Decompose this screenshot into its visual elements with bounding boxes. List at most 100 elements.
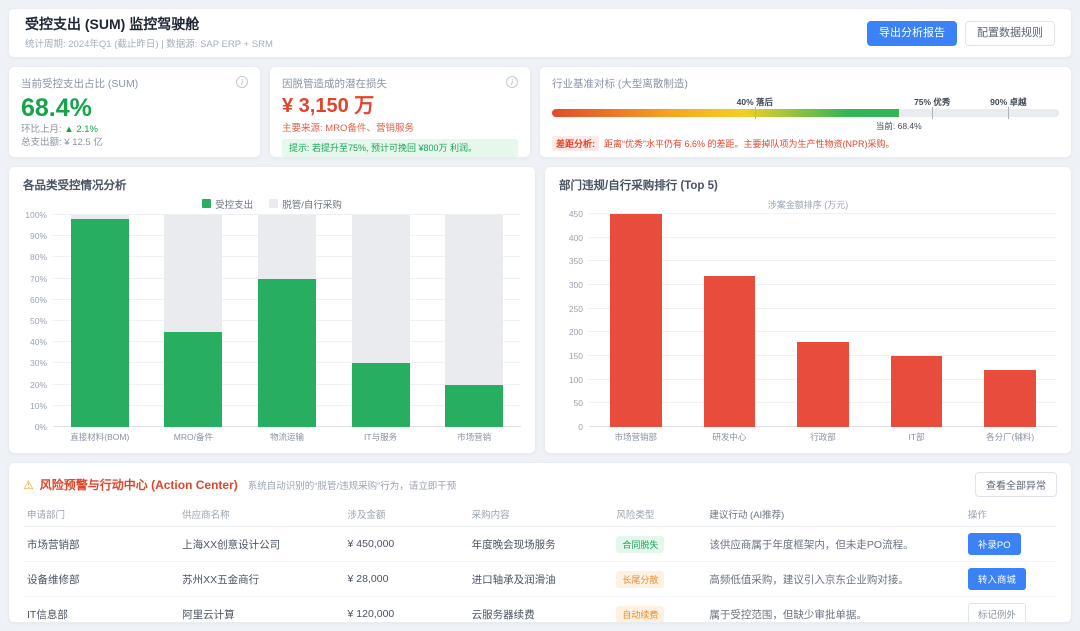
column-header: 建议行动 (AI推荐) [705,502,964,527]
controlled-segment [164,331,223,427]
content-cell: 进口轴承及润滑油 [467,561,613,597]
y-axis-tick-label: 200 [568,327,583,338]
header-titles: 受控支出 (SUM) 监控驾驶舱 统计周期: 2024年Q1 (截止昨日) | … [25,16,273,50]
amount-cell: ¥ 28,000 [343,561,468,597]
kpi-card-potential-loss: 因脱管造成的潜在损失 i ¥ 3,150 万 主要来源: MRO备件、营销服务 … [269,66,531,158]
y-axis-tick-label: 20% [29,379,47,390]
benchmark-tick [754,107,756,119]
stacked-bar [164,215,223,427]
kpi-row: 当前受控支出占比 (SUM) i 68.4% 环比上月: ▲ 2.1% 总支出额… [8,66,1072,158]
department-ranking-chart-card: 部门违规/自行采购排行 (Top 5) 涉案金额排序 (万元) 0 50 100 15… [544,166,1072,454]
chart-title: 各品类受控情况分析 [23,180,127,192]
gridline [589,260,1057,262]
kpi-title: 行业基准对标 (大型离散制造) [552,78,688,90]
benchmark-current-row: 当前: 68.4% [552,120,1059,131]
supplier-cell: 阿里云计算 [178,596,344,622]
column-header: 申请部门 [23,502,179,527]
y-axis-tick-label: 0% [34,422,47,432]
column-header: 涉及金额 [343,502,468,527]
header-bar: 受控支出 (SUM) 监控驾驶舱 统计周期: 2024年Q1 (截止昨日) | … [8,8,1072,58]
gridline [589,284,1057,286]
row-action-button[interactable]: 标记例外 [967,603,1026,622]
bar-plot [589,213,1057,427]
stacked-bar [70,215,129,427]
legend-label: 脱管/自行采购 [282,199,342,211]
x-axis-category-label: 各分厂(辅料) [986,432,1035,442]
chart-body: 0 50 100 150 200 250 300 350 400 450 [559,209,1057,432]
x-axis-category-label: MRO/备件 [173,432,213,442]
export-report-button[interactable]: 导出分析报告 [867,20,957,46]
uncontrolled-segment [164,215,223,332]
stacked-bar [351,215,410,427]
total-spend-line: 总支出额: ¥ 12.5 亿 [21,137,103,148]
view-all-exceptions-button[interactable]: 查看全部异常 [975,472,1057,497]
amount-cell: ¥ 450,000 [343,526,468,562]
x-axis-category-label: 市场营销 [457,432,492,442]
x-axis-category-label: 行政部 [810,432,836,442]
benchmark-tick [1008,107,1010,119]
action-center-header: ⚠ 风险预警与行动中心 (Action Center) 系统自动识别的“脱管/违… [23,472,1057,497]
y-axis-tick-label: 40% [29,337,47,348]
risk-table-head: 申请部门 供应商名称 涉及金额 采购内容 风险类型 建议行动 (AI推荐) 操作 [23,502,1057,527]
kpi-card-benchmark: 行业基准对标 (大型离散制造) 40% 落后 75% 优秀 90% 卓越 当前: 6… [539,66,1072,158]
bar-slot [589,214,683,427]
x-axis-category-label: 直接材料(BOM) [70,432,130,442]
risk-badge: 合同脱失 [616,535,665,553]
legend-item[interactable]: 受控支出 [202,197,253,211]
uncontrolled-segment [351,215,410,364]
bar [890,356,943,427]
amount-cell: ¥ 120,000 [343,596,468,622]
action-center-note: 系统自动识别的“脱管/违规采购”行为，请立即干预 [247,480,457,492]
row-action-button[interactable]: 转入商城 [967,568,1026,590]
action-center-title-wrap: ⚠ 风险预警与行动中心 (Action Center) 系统自动识别的“脱管/违… [23,476,456,493]
bar-slot [240,215,334,427]
risk-table-header-row: 申请部门 供应商名称 涉及金额 采购内容 风险类型 建议行动 (AI推荐) 操作 [23,502,1057,527]
uncontrolled-segment [70,215,129,220]
benchmark-tick [932,107,934,119]
chart-subtitle: 涉案金额排序 (万元) [767,200,849,210]
info-icon[interactable]: i [236,76,248,88]
risk-cell: 合同脱失 [612,526,706,562]
header-actions: 导出分析报告 配置数据规则 [867,20,1055,46]
table-row: 设备维修部 苏州XX五金商行 ¥ 28,000 进口轴承及润滑油 长尾分散 高频低值采购，… [23,561,1057,597]
controlled-segment [445,384,504,427]
y-axis-tick-label: 100 [568,374,583,385]
uncontrolled-segment [445,215,504,385]
y-axis-tick-label: 150 [568,351,583,362]
x-axis-category-label: 市场营销部 [614,432,658,442]
x-axis-labels: 市场营销部 研发中心 行政部 IT部 各分厂(辅料) [589,431,1057,443]
gridline [589,236,1057,238]
column-header: 采购内容 [467,502,613,527]
risk-cell: 自动续费 [612,596,706,622]
y-axis-tick-label: 350 [568,256,583,267]
x-axis-category-label: IT部 [908,432,925,442]
x-axis-category-label: 物流运输 [269,432,304,442]
y-axis-tick-label: 100% [25,210,47,220]
category-control-chart-card: 各品类受控情况分析 受控支出 脱管/自行采购 0% 10% 20% 30% 40% 50% 6… [8,166,536,454]
risk-table-body: 市场营销部 上海XX创意设计公司 ¥ 450,000 年度晚会现场服务 合同脱失 该供应商… [23,526,1057,622]
risk-table: 申请部门 供应商名称 涉及金额 采购内容 风险类型 建议行动 (AI推荐) 操作 市场营销部… [23,502,1057,622]
loss-source-line: 主要来源: MRO备件、营销服务 [282,123,414,134]
row-action-button[interactable]: 补录PO [967,533,1021,555]
warning-icon: ⚠ [23,477,34,492]
legend-item[interactable]: 脱管/自行采购 [269,197,342,211]
configure-rules-button[interactable]: 配置数据规则 [965,20,1055,46]
kpi-card-header: 因脱管造成的潜在损失 i [282,76,518,91]
action-cell: 补录PO [963,526,1057,562]
risk-badge: 长尾分散 [616,570,665,588]
y-axis-tick-label: 10% [29,400,47,411]
bar [797,341,849,427]
dept-cell: IT信息部 [23,596,179,622]
y-axis-tick-label: 50% [29,316,47,326]
y-axis: 0% 10% 20% 30% 40% 50% 60% 70% 80% 90% 100% [23,210,53,432]
benchmark-bar [552,107,1059,119]
y-axis-tick-label: 80% [29,252,47,263]
stacked-bar [445,215,504,427]
y-axis-tick-label: 30% [29,358,47,369]
info-icon[interactable]: i [506,76,518,88]
legend-swatch [202,199,212,208]
loss-tip-box: 提示: 若提升至75%, 预计可挽回 ¥800万 利润。 [282,139,518,157]
bar-slot [870,214,964,427]
gridline [589,307,1057,309]
